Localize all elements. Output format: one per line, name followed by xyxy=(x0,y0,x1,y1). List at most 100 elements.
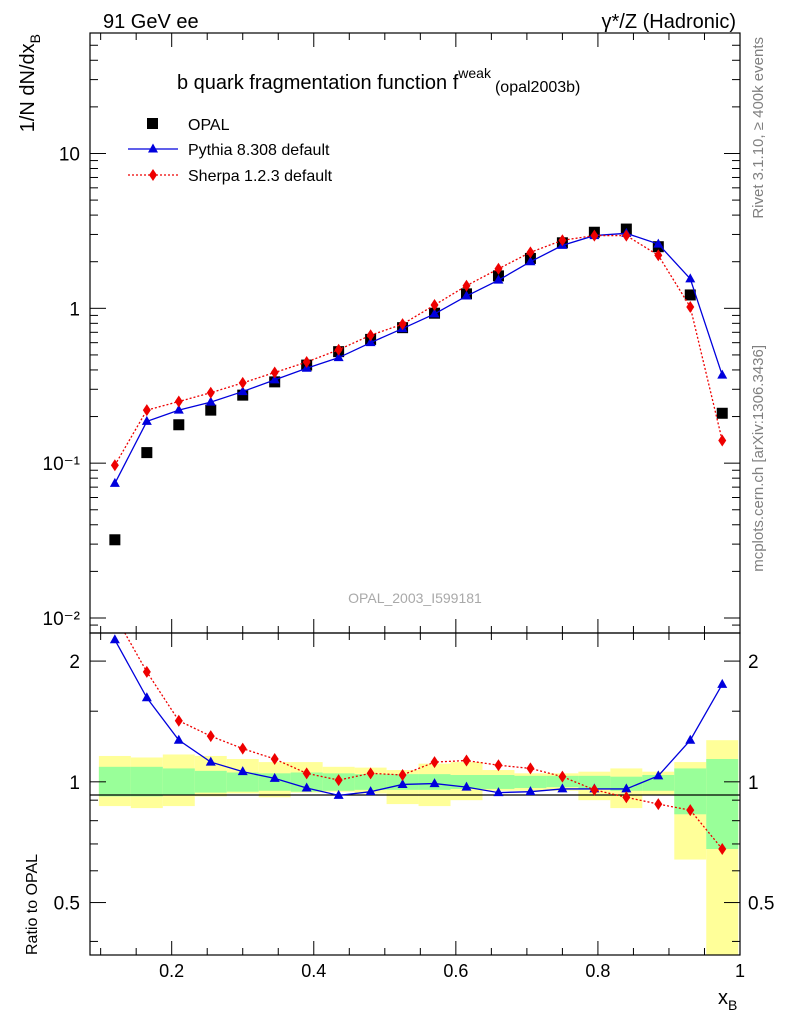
main-point-pythia-8-308-default xyxy=(109,477,120,487)
main-point-sherpa-1-2-3-default xyxy=(462,279,471,292)
ratio-line-pythia-8-308-default xyxy=(114,639,723,797)
ratio-point-pythia-8-308-default xyxy=(269,772,280,782)
main-point-pythia-8-308-default xyxy=(653,238,664,248)
ratio-point-pythia-8-308-default xyxy=(525,786,536,796)
mcplots-reference-label: mcplots.cern.ch [arXiv:1306.3436] xyxy=(750,345,767,572)
ratio-point-sherpa-1-2-3-default xyxy=(526,762,535,775)
ratio-point-pythia-8-308-default xyxy=(429,778,440,788)
main-point-opal xyxy=(716,407,728,419)
main-point-sherpa-1-2-3-default xyxy=(558,234,567,247)
ratio-point-sherpa-1-2-3-default xyxy=(206,730,215,743)
ratio-point-sherpa-1-2-3-default xyxy=(462,754,471,767)
main-point-pythia-8-308-default xyxy=(461,290,472,300)
chart-title-superscript: weak xyxy=(457,65,492,81)
main-point-opal xyxy=(684,289,696,301)
ratio-point-sherpa-1-2-3-default xyxy=(558,770,567,783)
ratio-point-sherpa-1-2-3-default xyxy=(398,768,407,781)
ratio-point-sherpa-1-2-3-default xyxy=(174,714,183,727)
main-y-axis-label-sub: B xyxy=(27,34,43,43)
main-point-sherpa-1-2-3-default xyxy=(494,262,503,275)
ratio-point-pythia-8-308-default xyxy=(365,786,376,796)
ratio-point-pythia-8-308-default xyxy=(685,734,696,744)
y-tick-label-ratio-right: 0.5 xyxy=(748,894,774,915)
ratio-point-sherpa-1-2-3-default xyxy=(111,609,119,621)
main-point-sherpa-1-2-3-default xyxy=(398,318,407,331)
ratio-point-sherpa-1-2-3-default xyxy=(430,756,439,769)
y-tick-label-main: 1 xyxy=(69,299,80,320)
main-series-group xyxy=(109,223,728,546)
ratio-point-pythia-8-308-default xyxy=(397,778,408,788)
chart-title: b quark fragmentation function fweak(opa… xyxy=(177,65,580,96)
axis-ticks xyxy=(90,32,741,955)
ratio-point-pythia-8-308-default xyxy=(109,634,120,644)
main-point-sherpa-1-2-3-default xyxy=(238,376,247,389)
y-tick-label-ratio-left: 0.5 xyxy=(54,894,80,915)
ratio-y-axis-label: Ratio to OPAL xyxy=(24,854,41,955)
ratio-point-pythia-8-308-default xyxy=(653,770,664,780)
y-tick-label-ratio-right: 1 xyxy=(748,773,759,794)
main-point-sherpa-1-2-3-default xyxy=(270,366,279,379)
ratio-stat-band-bin xyxy=(706,758,739,849)
ratio-stat-band-bin xyxy=(162,768,195,796)
x-tick-label: 0.2 xyxy=(159,961,184,981)
main-point-pythia-8-308-default xyxy=(717,369,728,379)
ratio-point-pythia-8-308-default xyxy=(173,734,184,744)
ratio-stat-band-bin xyxy=(514,775,547,789)
ratio-point-sherpa-1-2-3-default xyxy=(238,742,247,755)
ratio-stat-band-bin xyxy=(482,774,515,789)
legend: OPAL Pythia 8.308 default Sherpa 1.2.3 d… xyxy=(128,117,333,185)
main-line-pythia-8-308-default xyxy=(114,232,723,484)
ratio-stat-band-bin xyxy=(290,772,323,792)
ratio-stat-band-bin xyxy=(578,775,611,789)
ratio-series-group xyxy=(109,609,728,855)
main-point-pythia-8-308-default xyxy=(237,386,248,396)
ratio-stat-band-bin xyxy=(194,770,227,793)
main-point-sherpa-1-2-3-default xyxy=(526,246,535,259)
main-point-pythia-8-308-default xyxy=(685,273,696,283)
legend-marker-sherpa xyxy=(149,169,157,181)
main-point-pythia-8-308-default xyxy=(493,274,504,284)
x-tick-label: 0.8 xyxy=(585,961,610,981)
ratio-stat-band-bin xyxy=(226,772,259,792)
main-point-sherpa-1-2-3-default xyxy=(718,434,727,447)
ratio-point-sherpa-1-2-3-default xyxy=(686,804,695,817)
main-point-sherpa-1-2-3-default xyxy=(366,329,375,342)
ratio-point-pythia-8-308-default xyxy=(333,789,344,799)
main-line-sherpa-1-2-3-default xyxy=(114,234,723,466)
main-point-sherpa-1-2-3-default xyxy=(302,356,311,369)
ratio-stat-band-bin xyxy=(258,773,291,791)
ratio-point-sherpa-1-2-3-default xyxy=(270,752,279,765)
y-tick-label-ratio-left: 2 xyxy=(69,652,80,673)
main-point-pythia-8-308-default xyxy=(205,396,216,406)
ratio-point-pythia-8-308-default xyxy=(237,766,248,776)
ratio-point-sherpa-1-2-3-default xyxy=(654,798,663,811)
rivet-version-label: Rivet 3.1.10, ≥ 400k events xyxy=(750,37,767,219)
main-point-pythia-8-308-default xyxy=(173,404,184,414)
analysis-id-watermark: OPAL_2003_I599181 xyxy=(348,590,482,606)
legend-marker-pythia xyxy=(148,143,158,153)
main-point-sherpa-1-2-3-default xyxy=(110,459,119,472)
main-point-pythia-8-308-default xyxy=(333,352,344,362)
ratio-stat-band-bin xyxy=(130,766,163,797)
y-tick-label-main: 10 xyxy=(59,144,80,165)
ratio-point-pythia-8-308-default xyxy=(557,783,568,793)
main-point-pythia-8-308-default xyxy=(365,337,376,347)
y-tick-label-ratio-right: 2 xyxy=(748,652,759,673)
ratio-point-pythia-8-308-default xyxy=(461,781,472,791)
chart-title-main: b quark fragmentation function f xyxy=(177,72,459,94)
main-point-opal xyxy=(173,419,185,431)
main-point-sherpa-1-2-3-default xyxy=(174,395,183,408)
legend-marker-opal xyxy=(147,118,158,129)
x-axis-label-text: x xyxy=(718,987,728,1009)
main-point-opal xyxy=(109,534,121,546)
main-point-sherpa-1-2-3-default xyxy=(622,229,631,242)
ratio-stat-band-bin xyxy=(354,774,387,790)
ratio-point-pythia-8-308-default xyxy=(205,756,216,766)
tick-label-group: 0.2 0.4 0.6 0.8 1 10⁻² 10⁻¹ 1 10 0.5 0.5 1 1 2 2 xyxy=(43,144,775,981)
ratio-point-sherpa-1-2-3-default xyxy=(622,791,631,804)
y-tick-label-main: 10⁻¹ xyxy=(43,454,81,475)
x-tick-label: 1 xyxy=(735,961,745,981)
ratio-point-sherpa-1-2-3-default xyxy=(142,665,151,678)
y-tick-label-main: 10⁻² xyxy=(43,609,81,630)
